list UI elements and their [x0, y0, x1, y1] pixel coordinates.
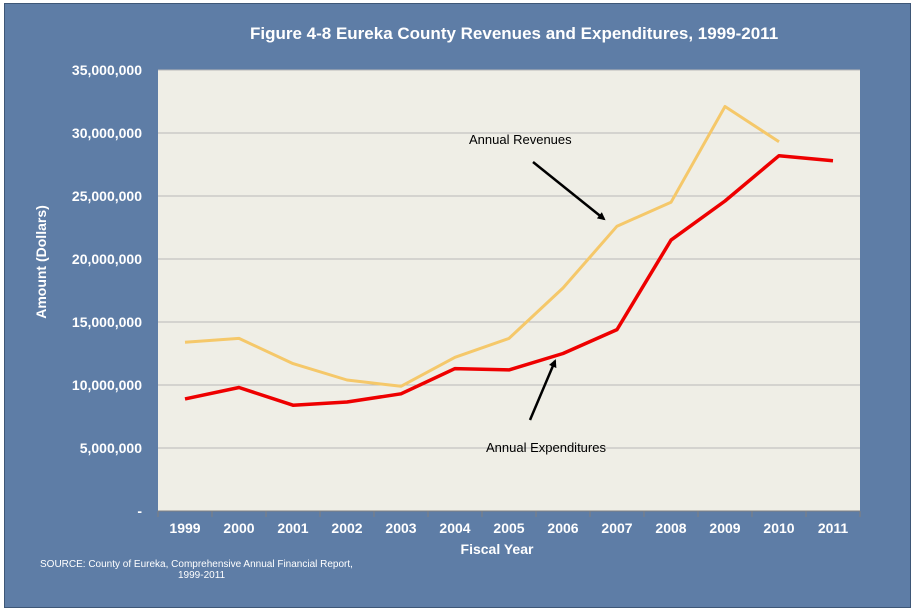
x-tick-label: 2006: [547, 520, 578, 536]
x-tick-label: 2000: [223, 520, 254, 536]
chart-title: Figure 4-8 Eureka County Revenues and Ex…: [250, 24, 779, 43]
annotation-expenditures-arrow: [528, 359, 557, 421]
y-tick-label: 35,000,000: [72, 62, 142, 78]
series-line: [184, 105, 780, 388]
x-tick-label: 2009: [709, 520, 740, 536]
annotation-revenues-arrow: [532, 161, 606, 221]
annotation-expenditures: Annual Expenditures: [486, 440, 606, 455]
y-tick-label: 20,000,000: [72, 251, 142, 267]
source-note: SOURCE: County of Eureka, Comprehensive …: [40, 559, 353, 581]
x-tick-label: 2001: [277, 520, 308, 536]
x-axis: 1999 2000 2001 2002 2003 2004 2005 2006 2007 2008…: [157, 510, 861, 536]
series-line: [184, 153, 834, 407]
x-axis-title: Fiscal Year: [461, 541, 534, 557]
x-tick-label: 1999: [169, 520, 200, 536]
x-tick-label: 2010: [763, 520, 794, 536]
y-tick-label: -: [137, 503, 142, 519]
source-line-1: SOURCE: County of Eureka, Comprehensive …: [40, 559, 353, 570]
y-tick-label: 30,000,000: [72, 125, 142, 141]
y-tick-label: 10,000,000: [72, 377, 142, 393]
y-axis-title: Amount (Dollars): [33, 205, 49, 319]
gridlines: [158, 69, 860, 449]
y-axis-ticks: - 5,000,000 10,000,000 15,000,000 20,000,000…: [72, 62, 142, 519]
annotation-revenues: Annual Revenues: [469, 132, 572, 147]
annotations: Annual Revenues Annual Expenditures: [469, 132, 606, 455]
x-tick-label: 2007: [601, 520, 632, 536]
x-tick-label: 2003: [385, 520, 416, 536]
x-tick-label: 2004: [439, 520, 470, 536]
x-tick-label: 2005: [493, 520, 524, 536]
x-tick-label: 2002: [331, 520, 362, 536]
x-tick-label: 2011: [818, 520, 849, 536]
plot-area: [158, 70, 860, 511]
x-tick-label: 2008: [655, 520, 686, 536]
y-tick-label: 15,000,000: [72, 314, 142, 330]
source-line-2: 1999-2011: [178, 570, 226, 581]
y-tick-label: 25,000,000: [72, 188, 142, 204]
y-tick-label: 5,000,000: [80, 440, 142, 456]
series-lines: [184, 105, 834, 407]
